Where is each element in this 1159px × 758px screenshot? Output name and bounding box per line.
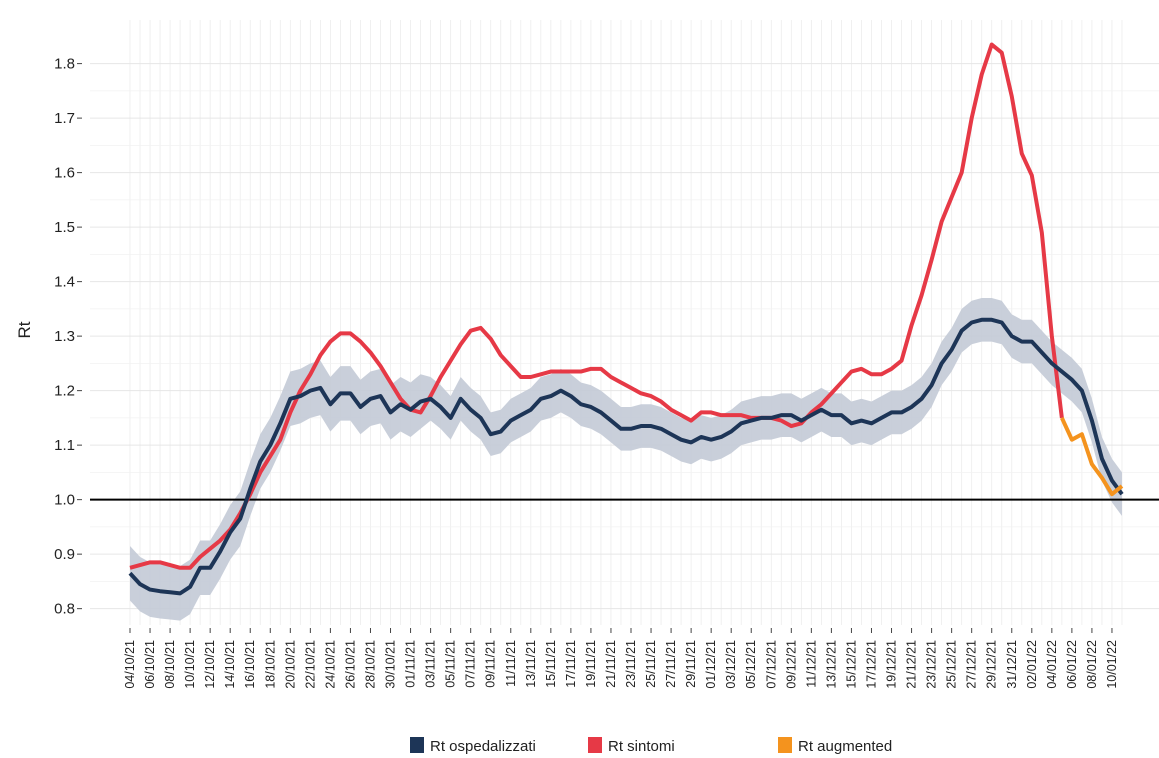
x-tick-label: 19/12/21 (885, 640, 899, 689)
x-tick-label: 07/11/21 (464, 640, 478, 688)
x-tick-label: 20/10/21 (283, 640, 297, 689)
x-tick-label: 28/10/21 (363, 640, 377, 689)
x-tick-label: 09/11/21 (484, 640, 498, 688)
x-tick-label: 11/11/21 (504, 640, 518, 687)
x-tick-label: 16/10/21 (243, 640, 257, 689)
x-tick-label: 04/10/21 (123, 640, 137, 689)
x-tick-label: 04/01/22 (1045, 640, 1059, 689)
x-tick-label: 31/12/21 (1005, 640, 1019, 689)
x-tick-label: 14/10/21 (223, 640, 237, 689)
x-tick-label: 10/01/22 (1105, 640, 1119, 689)
y-axis-label: Rt (15, 321, 34, 338)
y-tick-label: 1.8 (54, 56, 75, 73)
x-tick-label: 21/12/21 (905, 640, 919, 689)
x-tick-label: 03/12/21 (724, 640, 738, 689)
x-tick-label: 25/12/21 (945, 640, 959, 689)
x-tick-label: 26/10/21 (343, 640, 357, 689)
legend-label: Rt augmented (798, 738, 892, 755)
y-tick-label: 1.2 (54, 383, 75, 400)
x-tick-label: 08/10/21 (163, 640, 177, 689)
y-tick-label: 0.8 (54, 601, 75, 618)
x-tick-label: 23/11/21 (624, 640, 638, 688)
series-line (1060, 417, 1124, 497)
x-tick-label: 03/11/21 (424, 640, 438, 688)
legend-swatch (410, 737, 424, 753)
y-tick-label: 1.4 (54, 274, 75, 291)
x-tick-label: 18/10/21 (263, 640, 277, 689)
x-tick-label: 01/12/21 (704, 640, 718, 689)
legend-label: Rt sintomi (608, 738, 675, 755)
series-line (128, 317, 1124, 596)
y-tick-label: 0.9 (54, 546, 75, 563)
x-tick-label: 07/12/21 (764, 640, 778, 689)
x-tick-label: 06/01/22 (1065, 640, 1079, 689)
x-tick-label: 24/10/21 (323, 640, 337, 689)
y-tick-label: 1.1 (54, 437, 75, 454)
legend-swatch (778, 737, 792, 753)
x-tick-label: 13/12/21 (824, 640, 838, 689)
x-tick-label: 23/12/21 (925, 640, 939, 689)
x-tick-label: 12/10/21 (203, 640, 217, 689)
legend: Rt ospedalizzati Rt sintomi Rt augmented (410, 737, 892, 755)
x-tick-label: 27/12/21 (965, 640, 979, 689)
legend-swatch (588, 737, 602, 753)
x-tick-label: 17/11/21 (564, 640, 578, 688)
x-tick-label: 13/11/21 (524, 640, 538, 688)
x-tick-label: 17/12/21 (864, 640, 878, 689)
x-tick-label: 05/11/21 (444, 640, 458, 688)
y-tick-label: 1.7 (54, 110, 75, 127)
x-tick-label: 05/12/21 (744, 640, 758, 689)
x-tick-label: 27/11/21 (664, 640, 678, 688)
x-tick-label: 19/11/21 (584, 640, 598, 688)
x-tick-label: 08/01/22 (1085, 640, 1099, 689)
x-tick-label: 11/12/21 (804, 640, 818, 688)
series-line (129, 42, 1064, 570)
x-tick-label: 01/11/21 (404, 640, 418, 688)
x-tick-label: 02/01/22 (1025, 640, 1039, 689)
y-tick-label: 1.0 (54, 492, 75, 509)
confidence-band (130, 297, 1122, 621)
x-tick-label: 22/10/21 (303, 640, 317, 689)
y-tick-label: 1.5 (54, 219, 75, 236)
x-tick-label: 30/10/21 (384, 640, 398, 689)
x-tick-label: 21/11/21 (604, 640, 618, 688)
x-tick-label: 10/10/21 (183, 640, 197, 689)
x-tick-label: 15/12/21 (844, 640, 858, 689)
legend-label: Rt ospedalizzati (430, 738, 536, 755)
x-tick-label: 09/12/21 (784, 640, 798, 689)
y-tick-label: 1.3 (54, 328, 75, 345)
x-tick-label: 29/11/21 (684, 640, 698, 688)
y-tick-label: 1.6 (54, 165, 75, 182)
x-tick-label: 06/10/21 (143, 640, 157, 689)
x-tick-label: 29/12/21 (985, 640, 999, 689)
x-tick-label: 25/11/21 (644, 640, 658, 688)
x-tick-label: 15/11/21 (544, 640, 558, 688)
